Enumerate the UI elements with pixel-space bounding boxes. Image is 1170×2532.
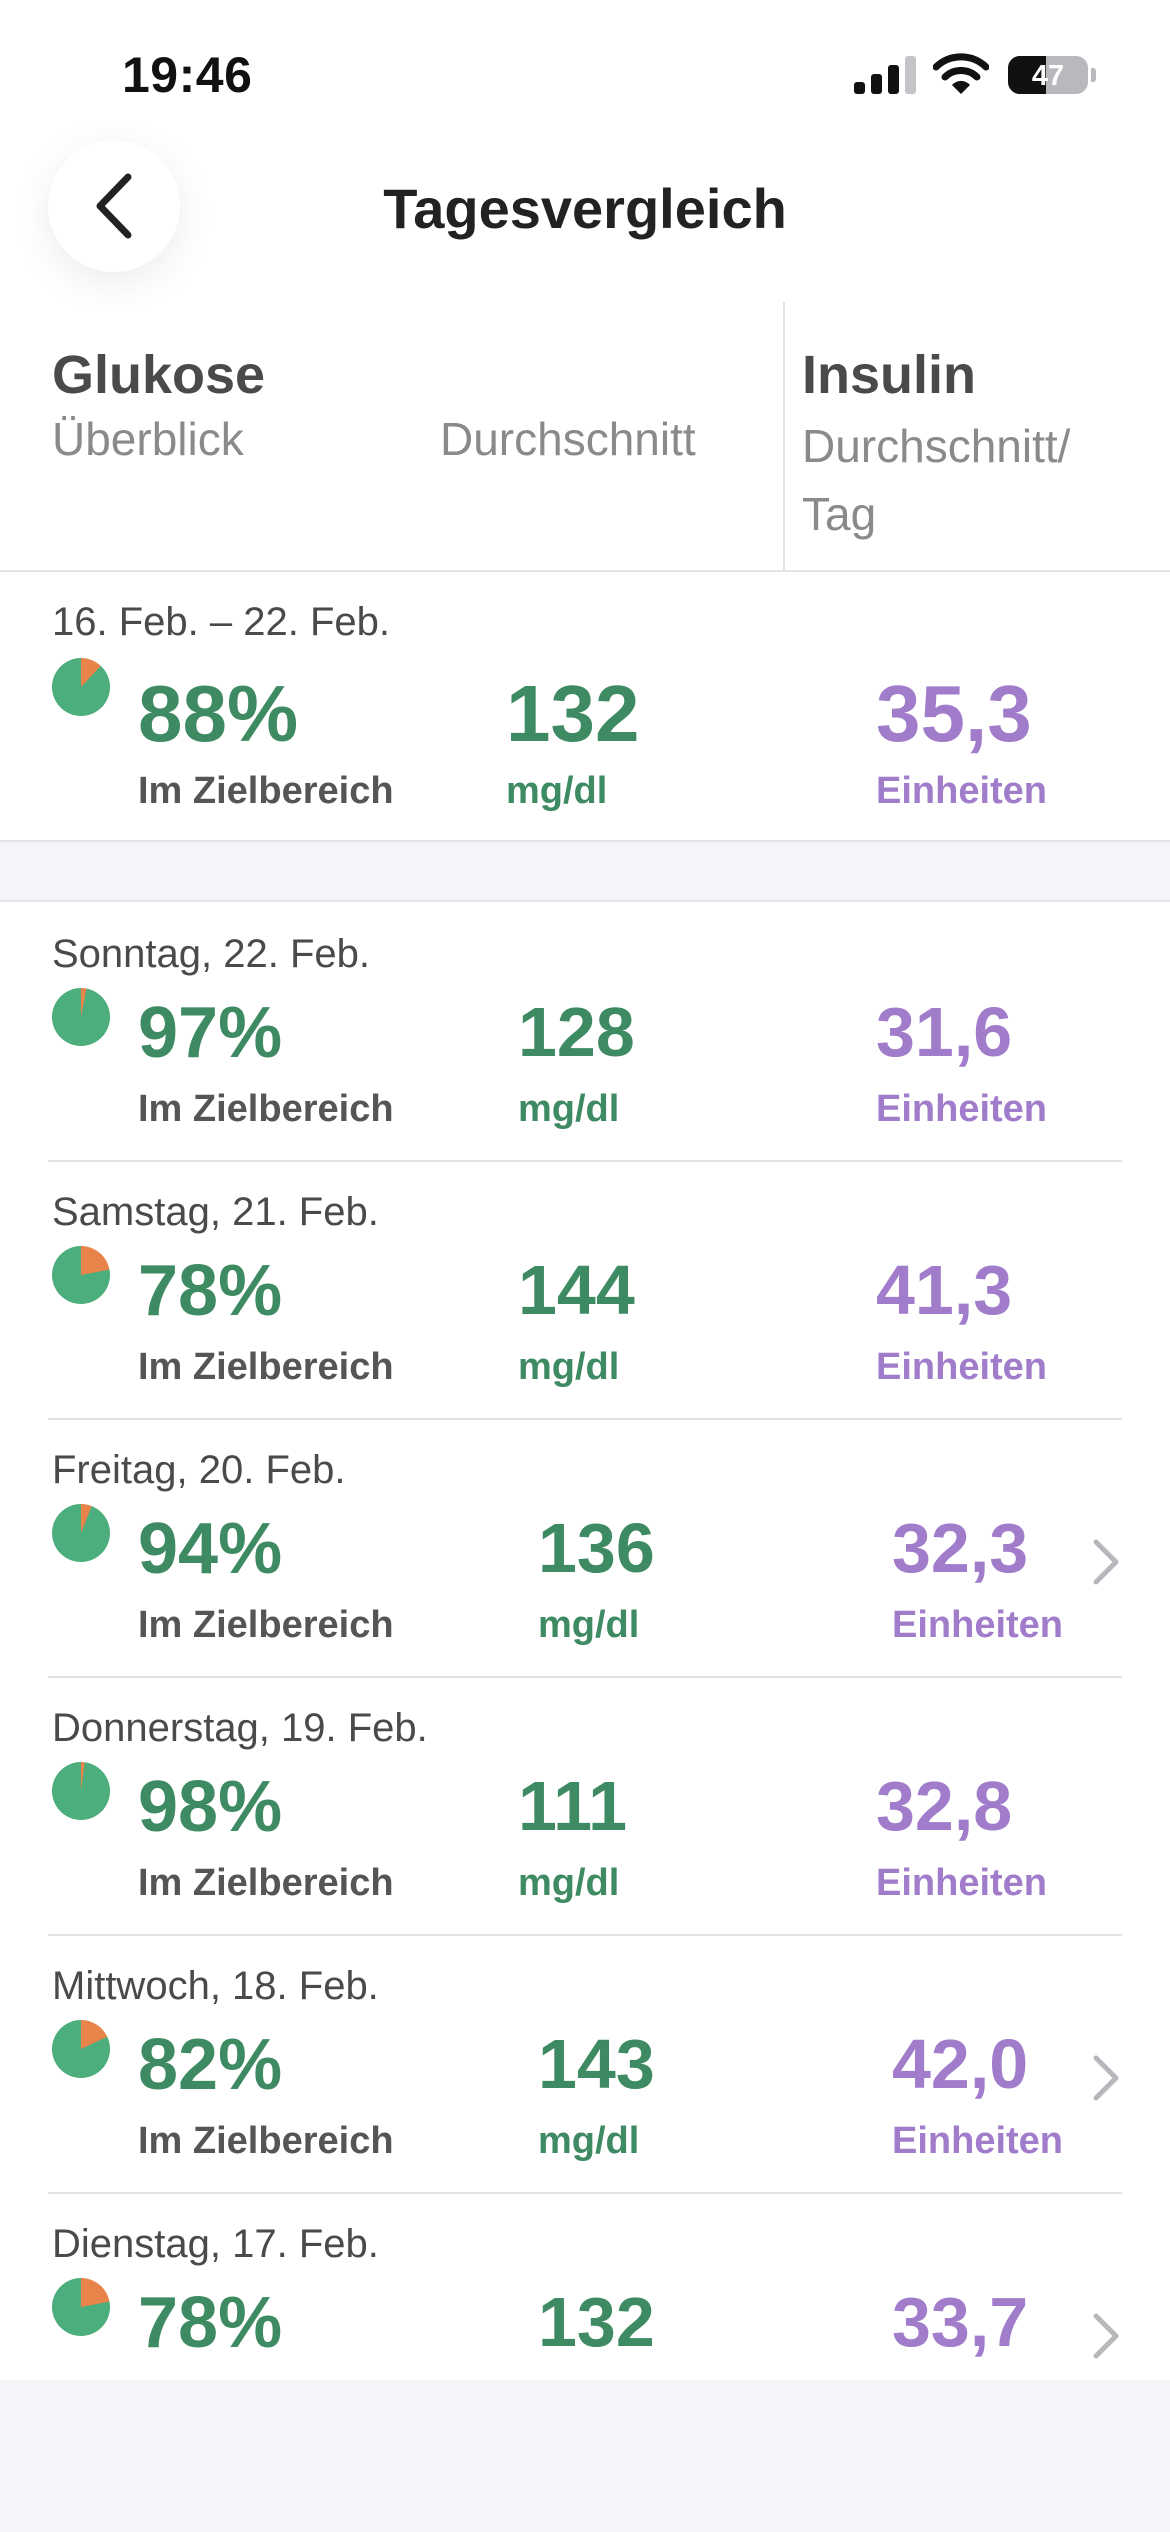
day-row[interactable]: Dienstag, 17. Feb. 78% 132 33,7 — [0, 2194, 1170, 2452]
row-separator — [48, 1934, 1122, 1936]
day-insulin-value: 42,0 — [892, 2025, 1029, 2103]
week-summary-row: 16. Feb. – 22. Feb. 88% Im Zielbereich 1… — [0, 572, 1170, 842]
battery-icon: 47 — [1008, 56, 1088, 94]
summary-time-in-range: 88% — [138, 669, 299, 758]
day-time-in-range-label: Im Zielbereich — [138, 1862, 394, 1904]
chevron-right-icon[interactable] — [1090, 2312, 1122, 2360]
day-glucose-unit: mg/dl — [538, 2120, 640, 2162]
day-row[interactable]: Freitag, 20. Feb. 94% Im Zielbereich 136… — [0, 1420, 1170, 1678]
day-glucose-unit: mg/dl — [518, 1862, 620, 1904]
time-in-range-pie-icon — [52, 2020, 110, 2078]
battery-nub — [1091, 68, 1096, 82]
column-header: Glukose Überblick Durchschnitt Insulin D… — [0, 302, 1170, 572]
day-date: Sonntag, 22. Feb. — [52, 932, 371, 976]
row-separator — [48, 2192, 1122, 2194]
day-time-in-range-label: Im Zielbereich — [138, 1088, 394, 1130]
time-in-range-pie-icon — [52, 988, 110, 1046]
section-spacer — [0, 842, 1170, 902]
cellular-signal-icon — [854, 56, 916, 94]
insulin-column-title: Insulin — [802, 345, 976, 405]
day-row[interactable]: Samstag, 21. Feb. 78% Im Zielbereich 144… — [0, 1162, 1170, 1420]
row-separator — [48, 1418, 1122, 1420]
summary-glucose-unit: mg/dl — [506, 770, 608, 812]
summary-insulin-unit: Einheiten — [876, 770, 1048, 812]
time-in-range-pie-icon — [52, 1504, 110, 1562]
row-separator — [48, 1160, 1122, 1162]
bottom-background — [0, 2380, 1170, 2532]
day-insulin-unit: Einheiten — [876, 1346, 1048, 1388]
summary-average-glucose: 132 — [506, 669, 640, 758]
column-divider — [783, 302, 785, 570]
battery-level: 47 — [1031, 60, 1065, 92]
summary-time-in-range-label: Im Zielbereich — [138, 770, 394, 812]
time-in-range-pie-icon — [52, 1246, 110, 1304]
day-time-in-range: 78% — [138, 1251, 283, 1331]
time-in-range-pie-icon — [52, 2278, 110, 2336]
day-average-glucose: 132 — [538, 2283, 655, 2361]
day-insulin-unit: Einheiten — [892, 1604, 1064, 1646]
day-date: Dienstag, 17. Feb. — [52, 2222, 379, 2266]
insulin-column-label: Durchschnitt/ Tag — [802, 420, 1071, 540]
day-insulin-value: 32,3 — [892, 1509, 1029, 1587]
chevron-right-icon[interactable] — [1090, 2054, 1122, 2102]
day-time-in-range-label: Im Zielbereich — [138, 1346, 394, 1388]
day-row[interactable]: Sonntag, 22. Feb. 97% Im Zielbereich 128… — [0, 904, 1170, 1162]
day-insulin-value: 33,7 — [892, 2283, 1029, 2361]
day-glucose-unit: mg/dl — [518, 1088, 620, 1130]
day-average-glucose: 128 — [518, 993, 635, 1071]
status-time: 19:46 — [122, 47, 253, 103]
day-insulin-value: 41,3 — [876, 1251, 1013, 1329]
average-column-label: Durchschnitt — [440, 413, 696, 465]
glucose-column-title: Glukose — [52, 345, 266, 405]
day-average-glucose: 111 — [518, 1767, 628, 1845]
day-insulin-unit: Einheiten — [876, 1088, 1048, 1130]
chevron-right-icon[interactable] — [1090, 1538, 1122, 1586]
day-row[interactable]: Donnerstag, 19. Feb. 98% Im Zielbereich … — [0, 1678, 1170, 1936]
wifi-icon — [933, 53, 989, 94]
day-time-in-range: 94% — [138, 1509, 283, 1589]
page-title: Tagesvergleich — [383, 177, 787, 240]
day-average-glucose: 143 — [538, 2025, 655, 2103]
day-time-in-range: 78% — [138, 2283, 283, 2363]
day-glucose-unit: mg/dl — [538, 1604, 640, 1646]
row-separator — [48, 1676, 1122, 1678]
day-row[interactable]: Mittwoch, 18. Feb. 82% Im Zielbereich 14… — [0, 1936, 1170, 2194]
day-insulin-unit: Einheiten — [876, 1862, 1048, 1904]
day-time-in-range-label: Im Zielbereich — [138, 2120, 394, 2162]
day-date: Freitag, 20. Feb. — [52, 1448, 346, 1492]
back-button[interactable] — [48, 140, 180, 272]
time-in-range-pie-icon — [52, 658, 110, 716]
day-time-in-range-label: Im Zielbereich — [138, 1604, 394, 1646]
day-insulin-value: 31,6 — [876, 993, 1013, 1071]
overview-column-label: Überblick — [52, 413, 244, 465]
day-date: Donnerstag, 19. Feb. — [52, 1706, 428, 1750]
day-average-glucose: 136 — [538, 1509, 655, 1587]
day-time-in-range: 97% — [138, 993, 283, 1073]
day-glucose-unit: mg/dl — [518, 1346, 620, 1388]
time-in-range-pie-icon — [52, 1762, 110, 1820]
day-average-glucose: 144 — [518, 1251, 635, 1329]
chevron-left-icon — [96, 173, 132, 239]
summary-insulin-value: 35,3 — [876, 669, 1032, 758]
summary-date-range: 16. Feb. – 22. Feb. — [52, 600, 390, 644]
day-date: Mittwoch, 18. Feb. — [52, 1964, 379, 2008]
day-insulin-value: 32,8 — [876, 1767, 1013, 1845]
day-time-in-range: 98% — [138, 1767, 283, 1847]
day-insulin-unit: Einheiten — [892, 2120, 1064, 2162]
day-time-in-range: 82% — [138, 2025, 283, 2105]
day-date: Samstag, 21. Feb. — [52, 1190, 379, 1234]
